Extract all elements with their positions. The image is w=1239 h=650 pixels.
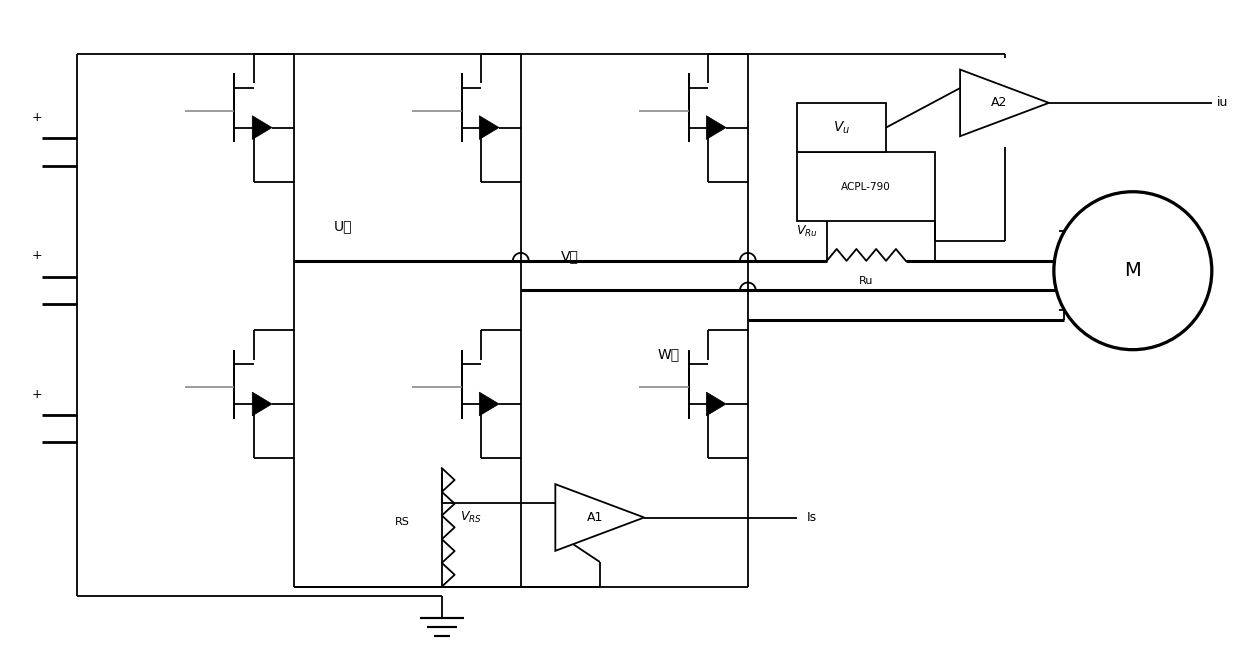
Circle shape — [1054, 192, 1212, 350]
Text: A2: A2 — [991, 96, 1007, 109]
Bar — [797, 103, 886, 152]
Polygon shape — [479, 116, 499, 139]
Polygon shape — [706, 116, 726, 139]
Polygon shape — [253, 116, 273, 139]
Text: +: + — [32, 387, 42, 400]
Polygon shape — [555, 484, 644, 551]
Text: U相: U相 — [333, 219, 352, 233]
Text: W相: W相 — [658, 348, 680, 361]
Text: Ru: Ru — [859, 276, 873, 285]
Polygon shape — [253, 392, 273, 416]
Text: M: M — [1125, 261, 1141, 280]
Text: +: + — [32, 250, 42, 263]
Text: $V_{Ru}$: $V_{Ru}$ — [797, 224, 818, 239]
Polygon shape — [479, 392, 499, 416]
Text: $V_{RS}$: $V_{RS}$ — [461, 510, 482, 525]
Polygon shape — [706, 392, 726, 416]
Text: +: + — [32, 111, 42, 124]
Text: RS: RS — [395, 517, 410, 527]
Text: Is: Is — [807, 511, 818, 524]
Text: ACPL-790: ACPL-790 — [841, 182, 891, 192]
Text: $V_u$: $V_u$ — [833, 120, 850, 136]
Text: iu: iu — [1217, 96, 1228, 109]
Polygon shape — [960, 70, 1049, 136]
Bar — [797, 152, 935, 222]
Text: A1: A1 — [586, 511, 603, 524]
Text: V相: V相 — [561, 249, 579, 263]
